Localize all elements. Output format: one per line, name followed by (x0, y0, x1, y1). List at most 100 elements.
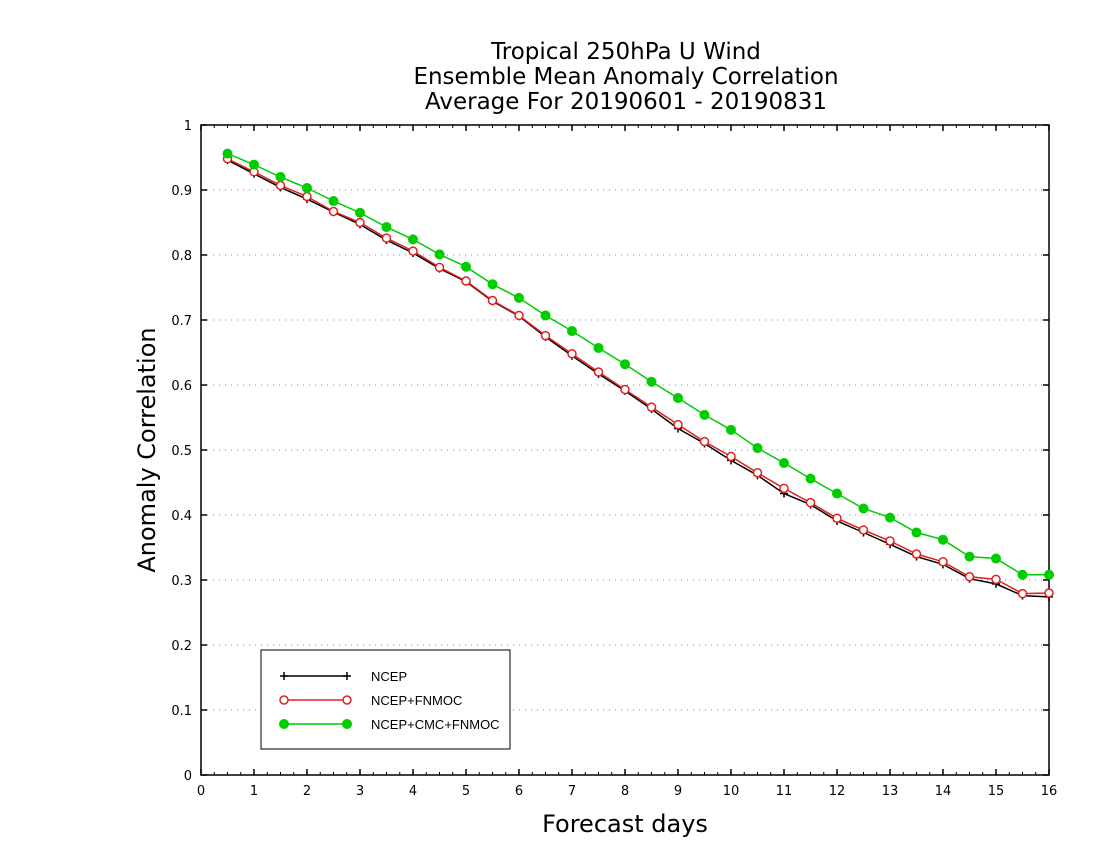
data-point (752, 468, 763, 478)
data-point (805, 497, 816, 508)
data-point (302, 183, 312, 194)
y-tick-label: 0.6 (171, 379, 192, 394)
data-point (434, 262, 445, 273)
data-point (487, 295, 498, 306)
data-point (673, 393, 683, 403)
x-tick-label: 8 (621, 784, 629, 799)
series-ncep-fnmoc (222, 154, 1054, 599)
y-tick-label: 0.4 (171, 509, 192, 524)
y-tick-label: 0.3 (171, 574, 192, 589)
data-point (991, 574, 1001, 585)
data-point (1017, 588, 1028, 599)
data-point (832, 513, 842, 523)
x-tick-label: 7 (568, 784, 576, 799)
data-point (964, 572, 975, 582)
data-point (911, 527, 922, 538)
x-tick-label: 13 (882, 784, 899, 799)
data-point (938, 557, 948, 567)
data-point (858, 525, 869, 535)
data-point (699, 436, 710, 447)
data-point (646, 376, 657, 387)
data-point (461, 261, 471, 272)
title-line-1: Tropical 250hPa U Wind (490, 39, 761, 65)
data-point (328, 196, 339, 207)
data-point (275, 172, 286, 182)
data-point (567, 349, 577, 359)
data-point (593, 367, 604, 377)
data-point (355, 217, 365, 228)
y-tick-label: 0.8 (171, 249, 192, 264)
data-point (885, 512, 895, 523)
x-tick-label: 2 (303, 784, 311, 799)
data-point (964, 551, 975, 562)
legend-label: NCEP+FNMOC (371, 693, 462, 708)
data-point (434, 249, 445, 260)
data-point (275, 180, 286, 191)
series-line (227, 159, 1050, 598)
data-point (699, 409, 710, 420)
legend: NCEP NCEP+FNMOC NCEP+CMC+FNMOC (260, 649, 511, 750)
y-tick-label: 0.5 (171, 444, 192, 459)
data-point (620, 359, 630, 370)
legend-marker (343, 672, 351, 680)
data-point (593, 342, 604, 353)
series-line (227, 152, 1049, 576)
y-tick-label: 0.9 (171, 184, 192, 199)
series-ncep-cmc-fnmoc (222, 148, 1054, 580)
gridlines (201, 189, 1049, 711)
data-point (726, 451, 736, 462)
x-tick-label: 15 (988, 784, 1005, 799)
legend-label: NCEP (371, 669, 407, 684)
data-point (911, 549, 922, 559)
data-point (779, 483, 789, 494)
y-tick-label: 0.2 (171, 639, 192, 654)
x-tick-label: 3 (356, 784, 364, 799)
data-point (381, 222, 392, 233)
series-line (227, 158, 1050, 595)
x-tick-label: 1 (250, 784, 258, 799)
data-point (885, 536, 895, 546)
y-tick-label: 0 (184, 769, 192, 784)
data-point (646, 402, 657, 412)
y-axis-label: Anomaly Correlation (133, 327, 161, 572)
data-point (1044, 569, 1054, 580)
x-tick-label: 12 (829, 784, 846, 799)
legend-marker (342, 719, 352, 729)
data-point (620, 384, 630, 395)
series-lines (222, 148, 1054, 601)
data-point (752, 443, 763, 454)
y-tick-label: 0.1 (171, 704, 192, 719)
x-tick-label: 16 (1041, 784, 1058, 799)
series-ncep (223, 156, 1053, 601)
data-point (355, 207, 365, 218)
x-tick-label: 0 (197, 784, 205, 799)
x-tick-label: 14 (935, 784, 952, 799)
legend-marker (279, 719, 289, 729)
y-tick-label: 1 (184, 119, 192, 134)
data-point (381, 233, 392, 243)
legend-marker (279, 695, 289, 705)
data-point (514, 310, 524, 321)
legend-label: NCEP+CMC+FNMOC (371, 717, 500, 732)
data-point (673, 419, 683, 430)
y-tick-label: 0.7 (171, 314, 192, 329)
data-point (461, 276, 471, 286)
data-point (302, 191, 312, 202)
data-point (222, 148, 233, 159)
x-tick-label: 4 (409, 784, 417, 799)
data-point (408, 246, 418, 256)
data-point (540, 330, 551, 341)
data-point (779, 458, 789, 468)
legend-marker (280, 672, 288, 680)
data-point (805, 473, 816, 484)
data-point (540, 310, 551, 321)
data-point (328, 206, 339, 217)
data-point (408, 234, 418, 245)
x-tick-label: 6 (515, 784, 523, 799)
legend-marker (342, 695, 352, 705)
data-point (567, 326, 577, 337)
data-point (249, 159, 259, 170)
data-point (726, 424, 736, 435)
